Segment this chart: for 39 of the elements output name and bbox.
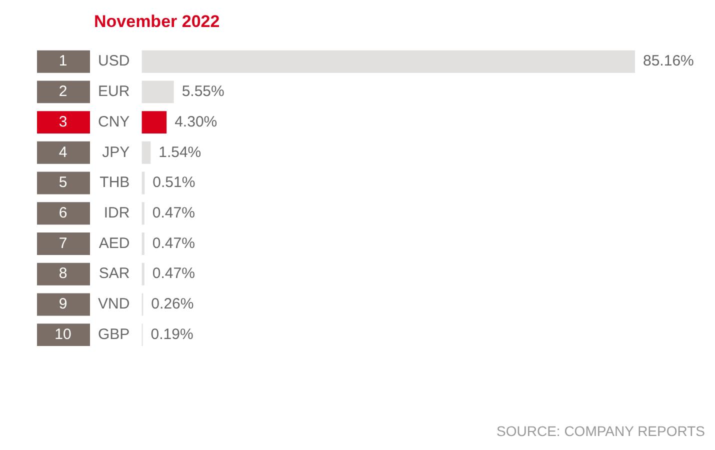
y-tick-label: GBP xyxy=(98,326,130,343)
data-label: 1.54% xyxy=(158,144,202,161)
source-note: SOURCE: COMPANY REPORTS xyxy=(496,422,705,439)
text: 1 xyxy=(58,52,68,70)
y-tick-label: CNY xyxy=(98,113,130,130)
text: 2 xyxy=(58,83,68,100)
data-label: 0.47% xyxy=(152,204,195,222)
y-tick-label: AED xyxy=(98,234,130,252)
text: 8 xyxy=(58,265,68,282)
text: 4 xyxy=(58,144,68,161)
data-label: 85.16% xyxy=(643,52,694,70)
chart-title: November 2022 xyxy=(94,12,220,31)
y-tick-label: SAR xyxy=(98,265,130,282)
bar xyxy=(142,50,635,73)
data-label: 5.55% xyxy=(182,83,224,100)
y-tick-label: IDR xyxy=(104,204,130,222)
y-tick-label: USD xyxy=(98,52,130,70)
bar xyxy=(142,262,144,286)
bar xyxy=(142,202,144,225)
data-label: 4.30% xyxy=(174,113,218,130)
y-tick-label: THB xyxy=(100,174,130,192)
text: 9 xyxy=(58,296,68,313)
bar xyxy=(142,141,151,164)
bar xyxy=(142,80,174,104)
y-tick-label: VND xyxy=(98,296,130,313)
bar xyxy=(142,111,167,134)
data-label: 0.47% xyxy=(152,234,195,252)
y-tick-label: JPY xyxy=(102,144,130,161)
data-label: 0.19% xyxy=(150,326,194,343)
text: 7 xyxy=(58,234,68,252)
text: 5 xyxy=(58,174,68,192)
bar xyxy=(142,232,144,255)
text: 3 xyxy=(58,113,68,130)
y-tick-label: EUR xyxy=(98,83,130,100)
data-label: 0.26% xyxy=(151,296,194,313)
data-label: 0.51% xyxy=(152,174,196,192)
data-label: 0.47% xyxy=(152,265,195,282)
text: 10 xyxy=(54,326,72,343)
text: 6 xyxy=(58,204,68,222)
